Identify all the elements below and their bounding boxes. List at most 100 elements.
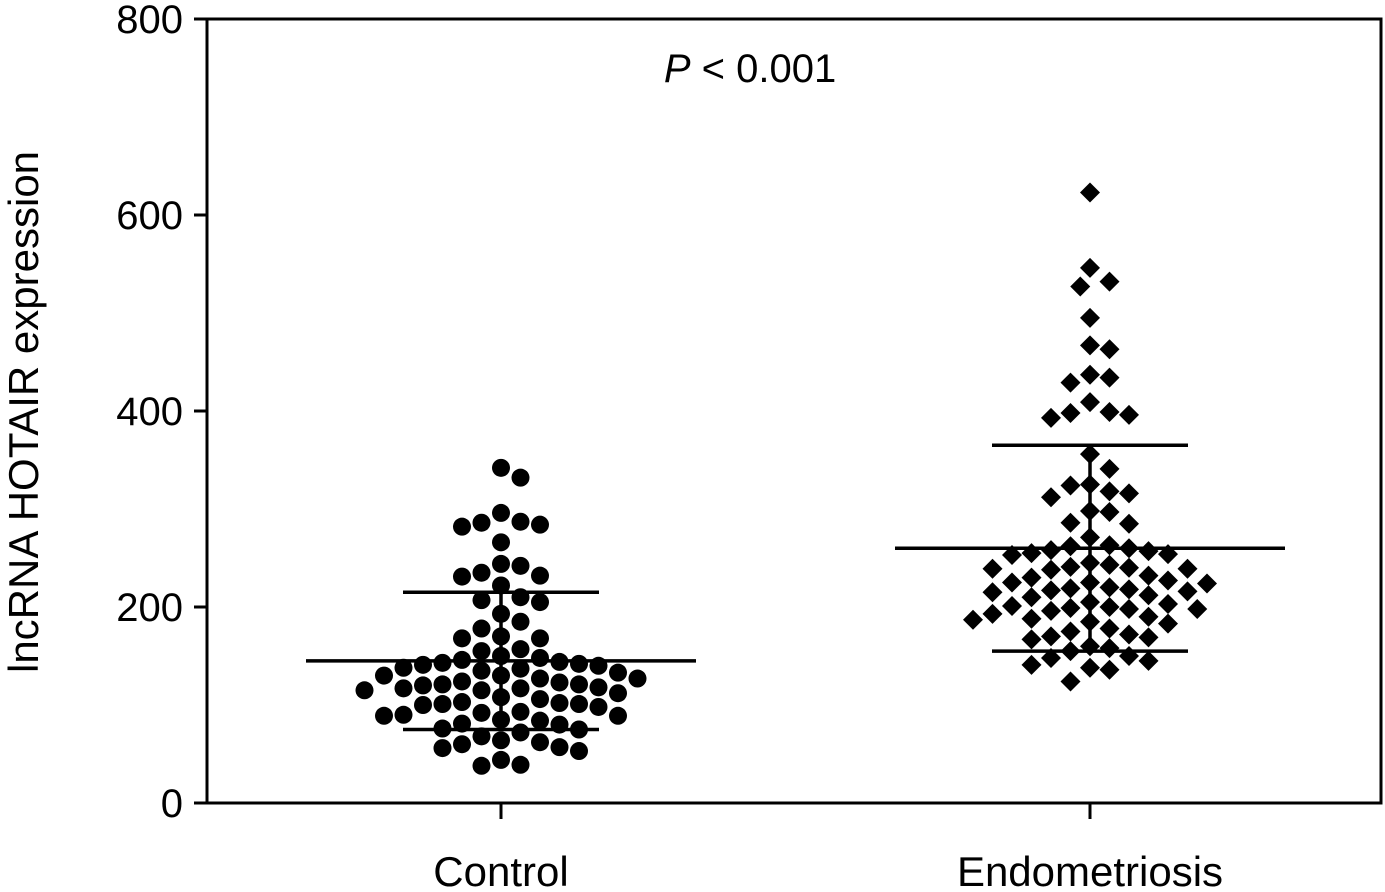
endometriosis-data-point [982, 558, 1003, 579]
endometriosis-data-point [1041, 647, 1061, 668]
endometriosis-data-point [1041, 626, 1061, 647]
p-value-prefix: P [664, 47, 691, 91]
control-data-point [609, 706, 627, 725]
control-data-point [472, 642, 491, 661]
y-tick-label: 200 [116, 586, 183, 630]
endometriosis-data-point [1060, 372, 1081, 393]
endometriosis-data-point [1099, 638, 1120, 659]
control-data-point [414, 676, 432, 695]
endometriosis-data-point [1002, 545, 1022, 566]
control-data-point [511, 512, 530, 531]
control-data-point [531, 711, 549, 730]
endometriosis-data-point [982, 582, 1003, 603]
control-data-point [453, 735, 471, 754]
endometriosis-data-point [1158, 570, 1178, 591]
control-data-point [511, 468, 530, 487]
endometriosis-data-point [1041, 600, 1061, 621]
control-data-point [531, 593, 549, 612]
endometriosis-data-point [1138, 541, 1159, 562]
endometriosis-data-point [1119, 646, 1139, 666]
control-data-point [414, 655, 432, 674]
endometriosis-data-point [1060, 597, 1081, 618]
endometriosis-data-point [1002, 572, 1022, 593]
endometriosis-data-point [1021, 587, 1042, 608]
control-data-point [531, 690, 549, 709]
endometriosis-data-point [1041, 407, 1061, 428]
endometriosis-data-point [1080, 364, 1100, 385]
control-data-point [492, 554, 510, 573]
endometriosis-data-point [1080, 182, 1100, 203]
control-data-point [570, 675, 588, 694]
endometriosis-data-point [1138, 606, 1159, 627]
endometriosis-data-point [1099, 554, 1120, 575]
x-category-label: Control [433, 848, 568, 892]
endometriosis-data-point [1060, 621, 1081, 642]
endometriosis-data-point [1099, 618, 1120, 639]
endometriosis-data-point [1177, 581, 1198, 602]
control-data-point [550, 673, 569, 692]
control-data-point [550, 738, 569, 757]
control-data-point [414, 696, 432, 714]
plot-frame [205, 17, 1383, 805]
control-data-point [570, 695, 588, 714]
endometriosis-data-point [1021, 608, 1042, 629]
endometriosis-data-point [1060, 671, 1081, 692]
control-data-point [472, 661, 491, 680]
y-tick-label: 600 [116, 194, 183, 238]
control-data-point [433, 675, 452, 694]
endometriosis-data-point [963, 609, 983, 630]
endometriosis-data-point [1060, 402, 1081, 423]
endometriosis-data-point [1119, 483, 1139, 504]
control-data-point [511, 723, 530, 742]
y-tick-label: 400 [116, 390, 183, 434]
endometriosis-data-point [1041, 487, 1061, 508]
control-data-point [531, 566, 549, 585]
endometriosis-data-point [1080, 257, 1100, 278]
endometriosis-data-point [1099, 597, 1120, 617]
summary-bars [306, 443, 1285, 732]
control-data-point [472, 727, 491, 746]
control-data-point [609, 684, 627, 703]
control-data-point [531, 629, 549, 648]
endometriosis-data-point [1197, 573, 1217, 594]
endometriosis-data-point [1099, 458, 1120, 479]
endometriosis-data-point [1002, 596, 1022, 617]
labels: lncRNA HOTAIR expression P < 0.001 0 200 4… [0, 0, 1223, 892]
endometriosis-data-point [1021, 654, 1042, 675]
control-data-point [531, 669, 549, 688]
control-data-point [570, 654, 588, 673]
endometriosis-data-point [1060, 475, 1081, 496]
control-data-point [375, 666, 393, 685]
control-data-point [570, 742, 588, 761]
endometriosis-data-point [1138, 585, 1159, 606]
endometriosis-data-point [1138, 627, 1159, 648]
p-value-text: < 0.001 [691, 47, 837, 91]
y-tick-label: 0 [161, 782, 183, 826]
control-data-point [472, 756, 491, 775]
endometriosis-data-point [1119, 513, 1139, 534]
endometriosis-data-point [1099, 401, 1120, 422]
endometriosis-data-point [1021, 629, 1042, 650]
endometriosis-data-point [1041, 559, 1061, 580]
endometriosis-data-point [1099, 339, 1120, 360]
control-data-point [472, 681, 491, 700]
endometriosis-data-point [1099, 367, 1120, 388]
control-data-point [453, 672, 471, 691]
endometriosis-data-point [1080, 657, 1100, 678]
control-data-point [511, 702, 530, 721]
control-data-point [492, 458, 510, 477]
endometriosis-data-point [1021, 567, 1042, 588]
control-data-point [511, 755, 530, 774]
control-data-point [511, 640, 530, 659]
endometriosis-data-point [1080, 335, 1100, 356]
control-data-point [472, 563, 491, 582]
endometriosis-data-point [1138, 565, 1159, 586]
endometriosis-data-point [1138, 650, 1159, 671]
x-category-label: Endometriosis [957, 848, 1223, 892]
control-data-point [492, 750, 510, 769]
endometriosis-data-point [1060, 536, 1081, 557]
endometriosis-data-point [1060, 556, 1081, 577]
axes [194, 17, 1383, 819]
control-data-point [394, 679, 413, 698]
